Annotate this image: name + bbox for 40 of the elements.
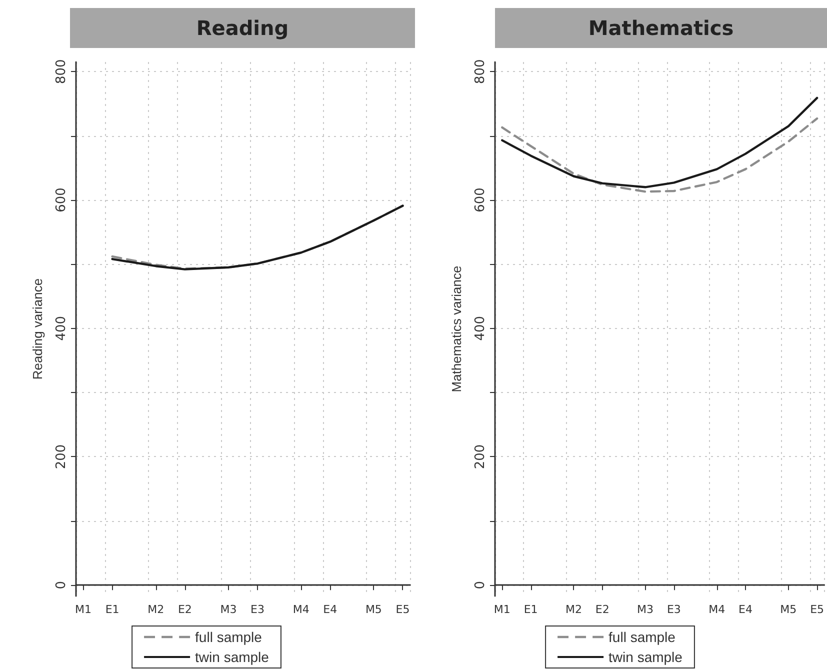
x-tick-label: E4 [738, 603, 752, 616]
line-series [501, 117, 818, 193]
chart-title: Mathematics [495, 8, 827, 48]
y-tick-label: 600 [54, 188, 69, 212]
x-tick-label: M2 [565, 603, 582, 616]
y-tick-label: 200 [473, 444, 488, 470]
y-tick-label: 800 [54, 59, 69, 84]
y-tick-label: 200 [54, 444, 69, 470]
x-tick-label: M4 [708, 603, 726, 616]
x-tick-label: E2 [595, 603, 610, 616]
line-series [501, 96, 818, 188]
x-tick-label: M1 [75, 603, 92, 616]
legend-label: twin sample [195, 649, 270, 665]
x-tick-label: M4 [292, 603, 310, 616]
x-tick-label: M2 [148, 603, 164, 616]
x-tick-label: M3 [637, 603, 654, 616]
x-tick-label: E5 [810, 603, 824, 616]
x-tick-label: E3 [666, 603, 681, 616]
y-tick-label: 600 [473, 188, 488, 212]
x-tick-label: M5 [365, 603, 382, 616]
chart-title: Reading [70, 8, 415, 48]
y-axis-title: Mathematics variance [449, 266, 464, 392]
y-tick-label: 800 [473, 59, 488, 84]
x-tick-label: E2 [178, 603, 192, 616]
x-tick-label: M5 [780, 603, 797, 616]
y-tick-label: 400 [473, 316, 488, 341]
y-tick-label: 0 [54, 580, 69, 590]
x-tick-label: E3 [250, 603, 264, 616]
x-tick-label: E4 [323, 603, 338, 616]
legend-label: twin sample [608, 649, 683, 665]
y-axis-title: Reading variance [30, 278, 45, 380]
x-tick-label: M3 [220, 603, 237, 616]
y-tick-label: 400 [54, 316, 69, 341]
x-tick-label: E1 [105, 603, 120, 616]
legend-label: full sample [608, 629, 676, 645]
y-tick-label: 0 [473, 580, 488, 590]
x-tick-label: E1 [524, 603, 538, 616]
x-tick-label: E5 [396, 603, 410, 616]
x-tick-label: M1 [494, 603, 510, 616]
legend-label: full sample [195, 629, 262, 645]
